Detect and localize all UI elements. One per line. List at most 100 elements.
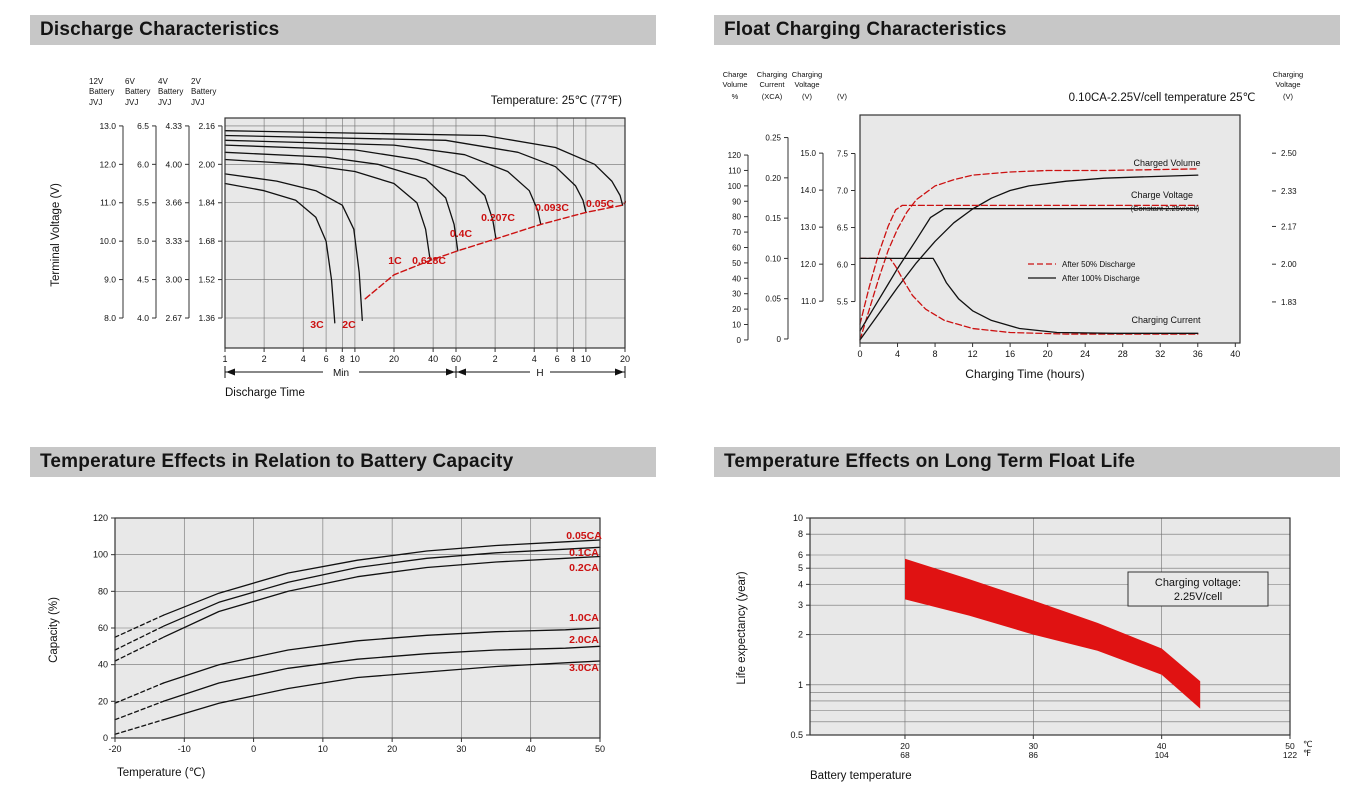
svg-text:0.25: 0.25: [765, 134, 781, 143]
y-axis: 4.33 4.00 3.66 3.33 3.00 2.67: [165, 121, 190, 323]
x-axis: 0 4 8 12 16 20 24 28 32 36 40: [857, 343, 1240, 359]
svg-text:Charging: Charging: [757, 70, 787, 79]
curve-0.05C: [224, 130, 624, 206]
svg-text:2C: 2C: [342, 319, 356, 331]
curve-2C: [224, 173, 363, 322]
svg-text:13.0: 13.0: [99, 121, 116, 131]
svg-text:0.628C: 0.628C: [412, 255, 446, 267]
charging-current-after-100: [859, 257, 1199, 334]
svg-text:104: 104: [1155, 750, 1169, 760]
svg-text:1.52: 1.52: [198, 275, 215, 285]
svg-text:12.0: 12.0: [800, 260, 816, 269]
svg-text:20: 20: [1043, 349, 1053, 359]
svg-text:86: 86: [1029, 750, 1039, 760]
svg-text:6.0: 6.0: [837, 261, 849, 270]
x-axis: 1 2 4 6 8 10 20 40 60 2 4 6 8 10 20: [222, 348, 630, 364]
svg-text:10: 10: [732, 321, 741, 330]
float-charging-chart: 0 4 8 12 16 20 24 28 32 36 40 0 10 20 30 40 50 60 70 80 90 10…: [722, 70, 1303, 381]
charge-voltage-after-50: [859, 204, 1199, 325]
svg-text:28: 28: [1118, 349, 1128, 359]
svg-text:4: 4: [895, 349, 900, 359]
svg-text:Battery: Battery: [191, 87, 216, 96]
capacity-3.0CA: [162, 660, 601, 721]
svg-text:JVJ: JVJ: [125, 98, 138, 107]
charge-voltage-after-100: [859, 208, 1199, 332]
svg-text:7.5: 7.5: [837, 149, 849, 158]
svg-text:6: 6: [324, 354, 329, 364]
series-group: [905, 558, 1201, 709]
y-axis: 0 20 40 60 80 100 120: [93, 513, 115, 743]
svg-text:Current: Current: [759, 80, 785, 89]
charge-voltage-label: Charge Voltage: [1131, 190, 1193, 200]
svg-text:40: 40: [526, 744, 536, 754]
constant-voltage-note: (Constant 2.25v/cell): [1131, 204, 1200, 213]
svg-text:6.5: 6.5: [837, 224, 849, 233]
svg-text:40: 40: [1157, 741, 1167, 751]
charging-time-axis-title: Charging Time (hours): [965, 367, 1084, 381]
svg-text:1.36: 1.36: [198, 313, 215, 323]
temperature-note: Temperature: 25℃ (77℉): [491, 95, 622, 107]
svg-text:10.0: 10.0: [99, 236, 116, 246]
svg-text:6: 6: [555, 354, 560, 364]
svg-text:(V): (V): [1283, 92, 1294, 101]
svg-text:2.50: 2.50: [1281, 149, 1297, 158]
in-plot-labels: Charged Volume Charge Voltage (Constant …: [1131, 158, 1201, 325]
svg-text:10: 10: [581, 354, 591, 364]
svg-text:40: 40: [428, 354, 438, 364]
svg-text:40: 40: [98, 660, 108, 670]
svg-text:1: 1: [798, 680, 803, 690]
svg-text:0: 0: [251, 744, 256, 754]
svg-text:20: 20: [389, 354, 399, 364]
capacity-2.0CA: [162, 645, 601, 702]
curve-0.628C: [224, 151, 459, 252]
charging-current-after-50: [859, 257, 1199, 335]
svg-text:11.0: 11.0: [801, 297, 817, 306]
svg-text:7.0: 7.0: [837, 187, 849, 196]
svg-text:2.67: 2.67: [165, 313, 182, 323]
svg-text:(V): (V): [802, 92, 813, 101]
svg-text:12: 12: [968, 349, 978, 359]
svg-text:12V: 12V: [89, 77, 104, 86]
capacity-1.0CA: [162, 627, 601, 684]
discharge-rate-labels: 0.05CA 0.1CA 0.2CA 1.0CA 2.0CA 3.0CA: [566, 530, 602, 674]
y-axis: 11.0 12.0 13.0 14.0 15.0: [800, 149, 824, 306]
curve-0.207C: [224, 139, 542, 226]
capacity-1.0CA-tail: [114, 682, 165, 704]
series-group: [859, 168, 1199, 341]
svg-text:5.0: 5.0: [137, 236, 149, 246]
svg-text:6.5: 6.5: [137, 121, 149, 131]
svg-text:16: 16: [1005, 349, 1015, 359]
svg-text:50: 50: [595, 744, 605, 754]
y-axis: 5.5 6.0 6.5 7.0 7.5: [837, 149, 856, 307]
svg-text:4.0: 4.0: [137, 313, 149, 323]
svg-text:Voltage: Voltage: [794, 80, 819, 89]
capacity-0.2CA: [162, 555, 601, 638]
temperature-axis-title: Temperature (℃): [117, 767, 205, 779]
svg-text:0: 0: [103, 733, 108, 743]
svg-text:3.0CA: 3.0CA: [569, 662, 599, 674]
minutes-span-label: Min: [333, 368, 349, 379]
y-axis: 13.0 12.0 11.0 10.0 9.0 8.0: [99, 121, 124, 323]
capacity-3.0CA-tail: [114, 719, 165, 735]
capacity-0.1CA-tail: [114, 625, 165, 651]
svg-text:1.83: 1.83: [1281, 298, 1297, 307]
svg-text:8.0: 8.0: [104, 313, 116, 323]
svg-text:30: 30: [1029, 741, 1039, 751]
series-group: [114, 539, 601, 735]
curve-0.093C: [224, 134, 587, 214]
svg-text:80: 80: [98, 586, 108, 596]
svg-text:20: 20: [900, 741, 910, 751]
svg-text:JVJ: JVJ: [158, 98, 171, 107]
svg-text:110: 110: [728, 166, 741, 175]
discharge-time-axis-title: Discharge Time: [225, 387, 305, 399]
svg-text:JVJ: JVJ: [89, 98, 102, 107]
svg-text:40: 40: [1230, 349, 1240, 359]
svg-text:2V: 2V: [191, 77, 201, 86]
svg-text:4.5: 4.5: [137, 275, 149, 285]
y-axis: 2.16 2.00 1.84 1.68 1.52 1.36: [198, 121, 223, 323]
svg-text:0.207C: 0.207C: [481, 212, 515, 224]
capacity-0.05CA: [162, 539, 601, 616]
svg-text:9.0: 9.0: [104, 275, 116, 285]
hours-span-label: H: [536, 368, 543, 379]
